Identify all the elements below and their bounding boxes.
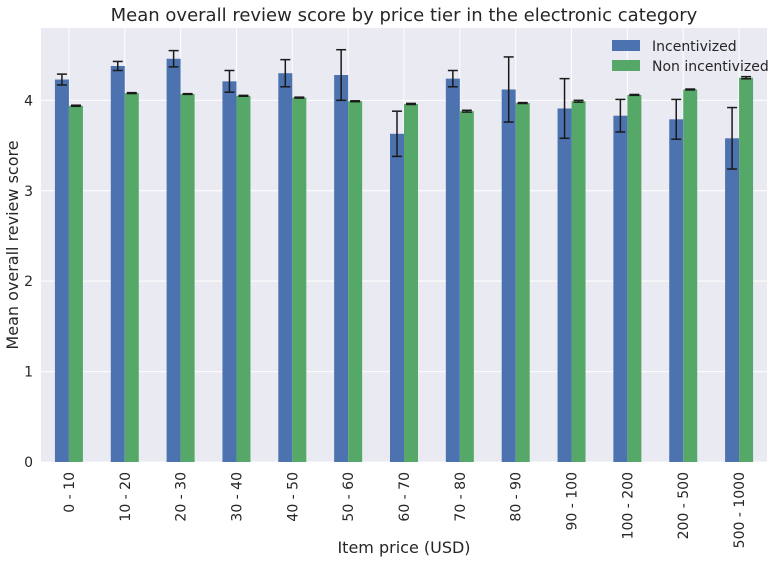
bar-incentivized <box>557 108 572 463</box>
x-tick-label: 30 - 40 <box>229 472 245 522</box>
bar-non-incentivized <box>404 103 418 462</box>
error-bars-group <box>56 48 752 170</box>
x-tick-label: 40 - 50 <box>285 472 301 522</box>
bar-incentivized <box>445 78 460 462</box>
bar-incentivized <box>390 133 404 462</box>
bar-incentivized <box>110 65 125 462</box>
y-tick-label: 3 <box>24 184 33 200</box>
bar-incentivized <box>501 89 516 462</box>
bars-group <box>54 58 754 463</box>
bar-non-incentivized <box>515 103 530 462</box>
bar-incentivized <box>725 138 740 462</box>
bar-non-incentivized <box>180 94 195 463</box>
bar-incentivized <box>278 73 293 462</box>
x-tick-label: 100 - 200 <box>620 472 636 539</box>
bar-non-incentivized <box>683 89 698 462</box>
bar-non-incentivized <box>68 105 83 462</box>
bar-incentivized <box>669 119 684 462</box>
bar-incentivized <box>222 81 237 463</box>
x-tick-label: 200 - 500 <box>676 472 692 539</box>
x-tick-label: 10 - 20 <box>118 472 134 522</box>
y-tick-label: 4 <box>24 93 33 109</box>
x-tick-labels: 0 - 10 10 - 20 20 - 30 30 - 40 40 - 50 50 - 6… <box>62 472 748 548</box>
bar-incentivized <box>613 115 628 463</box>
bar-non-incentivized <box>124 93 139 462</box>
legend-label: Non incentivized <box>652 59 769 75</box>
legend-swatch-non-incentivized <box>612 60 640 71</box>
bar-non-incentivized <box>739 77 754 463</box>
x-axis-label: Item price (USD) <box>337 538 470 557</box>
legend-label: Incentivized <box>652 39 737 55</box>
x-tick-label: 70 - 80 <box>453 472 469 522</box>
bar-non-incentivized <box>627 94 642 463</box>
bar-non-incentivized <box>348 101 363 463</box>
y-tick-labels: 0 1 2 3 4 <box>24 93 33 471</box>
y-tick-label: 0 <box>24 455 33 471</box>
bar-incentivized <box>54 79 69 462</box>
x-tick-label: 60 - 70 <box>397 472 413 522</box>
bar-non-incentivized <box>459 111 474 462</box>
bar-non-incentivized <box>571 101 586 463</box>
bar-incentivized <box>334 75 349 463</box>
chart-title: Mean overall review score by price tier … <box>111 5 698 26</box>
y-axis-label: Mean overall review score <box>3 140 22 349</box>
x-tick-label: 50 - 60 <box>341 472 357 522</box>
legend-swatch-incentivized <box>612 40 640 51</box>
x-tick-label: 0 - 10 <box>62 472 78 513</box>
bar-incentivized <box>166 58 181 462</box>
x-tick-label: 80 - 90 <box>509 472 525 522</box>
y-tick-label: 2 <box>24 274 33 290</box>
bar-non-incentivized <box>292 97 307 462</box>
x-tick-label: 20 - 30 <box>174 472 190 522</box>
y-tick-label: 1 <box>24 365 33 381</box>
x-tick-label: 500 - 1000 <box>732 472 748 548</box>
x-tick-label: 90 - 100 <box>565 472 581 531</box>
bar-non-incentivized <box>236 95 251 462</box>
legend: Incentivized Non incentivized <box>612 39 769 75</box>
